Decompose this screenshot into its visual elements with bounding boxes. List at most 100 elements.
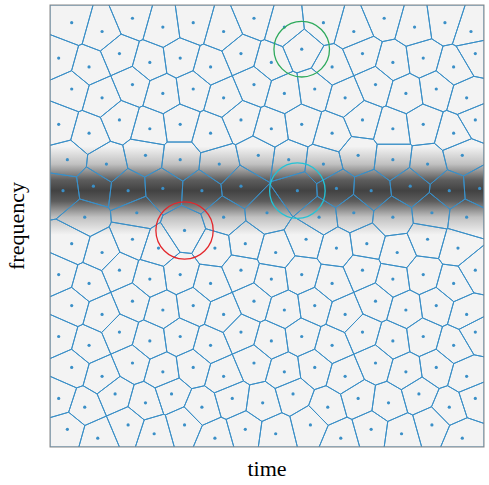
seed-point <box>361 52 364 55</box>
seed-point <box>118 269 121 272</box>
voronoi-cell <box>201 196 246 236</box>
seed-point <box>322 21 325 24</box>
voronoi-cell <box>429 170 465 210</box>
seed-point <box>252 361 255 364</box>
voronoi-cell <box>253 106 288 147</box>
voronoi-cell <box>419 71 454 112</box>
voronoi-cell <box>145 168 183 215</box>
voronoi-cell <box>50 140 88 177</box>
seed-point <box>100 375 103 378</box>
seed-point <box>131 17 134 20</box>
voronoi-cell <box>443 139 484 176</box>
seed-point <box>396 251 399 254</box>
seed-point <box>222 30 225 33</box>
voronoi-cell <box>144 290 180 329</box>
voronoi-cell <box>123 139 165 177</box>
seed-point <box>404 308 407 311</box>
voronoi-cell <box>106 407 144 447</box>
signal-band <box>50 146 484 234</box>
seed-point <box>87 65 90 68</box>
voronoi-cell <box>372 381 408 421</box>
seed-point <box>391 277 394 280</box>
background <box>50 5 484 447</box>
voronoi-cell <box>407 318 443 357</box>
seed-point <box>426 163 429 166</box>
voronoi-cell <box>457 104 484 144</box>
voronoi-cell <box>193 324 232 363</box>
voronoi-cell <box>311 44 354 86</box>
voronoi-cell <box>264 5 304 47</box>
voronoi-cell <box>464 165 484 208</box>
seed-point <box>370 428 373 431</box>
seed-point <box>283 308 286 311</box>
seed-point <box>331 132 334 135</box>
seed-point <box>452 65 455 68</box>
seed-point <box>192 21 195 24</box>
voronoi-cell <box>50 287 89 326</box>
seed-point <box>300 335 303 338</box>
seed-point <box>87 282 90 285</box>
seed-point <box>148 127 151 130</box>
seed-point <box>304 238 307 241</box>
seed-point <box>239 330 242 333</box>
voronoi-cell <box>110 196 163 228</box>
voronoi-cell <box>72 44 111 85</box>
seed-point <box>361 269 364 272</box>
seed-point <box>61 189 64 192</box>
seed-point <box>252 300 255 303</box>
seed-point <box>474 118 477 121</box>
voronoi-cell <box>439 228 484 266</box>
seed-point <box>335 247 338 250</box>
seed-point <box>474 269 477 272</box>
seed-point <box>70 366 73 369</box>
voronoi-cell <box>395 5 432 46</box>
voronoi-cell <box>373 106 410 144</box>
seed-point <box>443 21 446 24</box>
seed-point <box>461 154 464 157</box>
voronoi-cell <box>144 352 179 388</box>
voronoi-cell <box>83 354 120 394</box>
voronoi-cell <box>372 196 413 236</box>
seed-point <box>252 83 255 86</box>
seed-point <box>213 437 216 440</box>
voronoi-cell <box>257 230 295 268</box>
seed-point <box>66 428 69 431</box>
seed-point <box>352 30 355 33</box>
voronoi-cell <box>264 71 301 113</box>
seed-point <box>222 216 225 219</box>
seed-point <box>100 251 103 254</box>
seed-point <box>361 118 364 121</box>
seed-point <box>118 330 121 333</box>
voronoi-cell <box>82 5 121 51</box>
voronoi-cell <box>339 136 377 176</box>
seed-point <box>66 158 69 161</box>
seed-point <box>417 392 420 395</box>
voronoi-cell <box>100 100 139 145</box>
seed-point <box>200 189 203 192</box>
voronoi-cell <box>109 5 153 41</box>
seed-point <box>131 361 134 364</box>
seed-point <box>300 123 303 126</box>
voronoi-cell <box>374 144 412 181</box>
seed-point <box>374 83 377 86</box>
voronoi-cell <box>204 292 241 332</box>
seed-point <box>100 96 103 99</box>
seed-point <box>344 313 347 316</box>
voronoi-cell <box>375 263 410 297</box>
seed-point <box>218 163 221 166</box>
voronoi-cell <box>293 196 338 235</box>
seed-point <box>114 392 117 395</box>
seed-point <box>469 30 472 33</box>
seed-point <box>183 423 186 426</box>
voronoi-cell <box>283 29 324 73</box>
seed-point <box>452 344 455 347</box>
seed-point <box>96 437 99 440</box>
voronoi-cell <box>132 40 167 81</box>
seed-point <box>300 48 303 51</box>
voronoi-cell <box>193 264 232 302</box>
seed-point <box>239 269 242 272</box>
seed-point <box>313 366 316 369</box>
voronoi-cell <box>77 167 112 207</box>
seed-point <box>313 87 316 90</box>
highlight-circle <box>156 202 213 259</box>
